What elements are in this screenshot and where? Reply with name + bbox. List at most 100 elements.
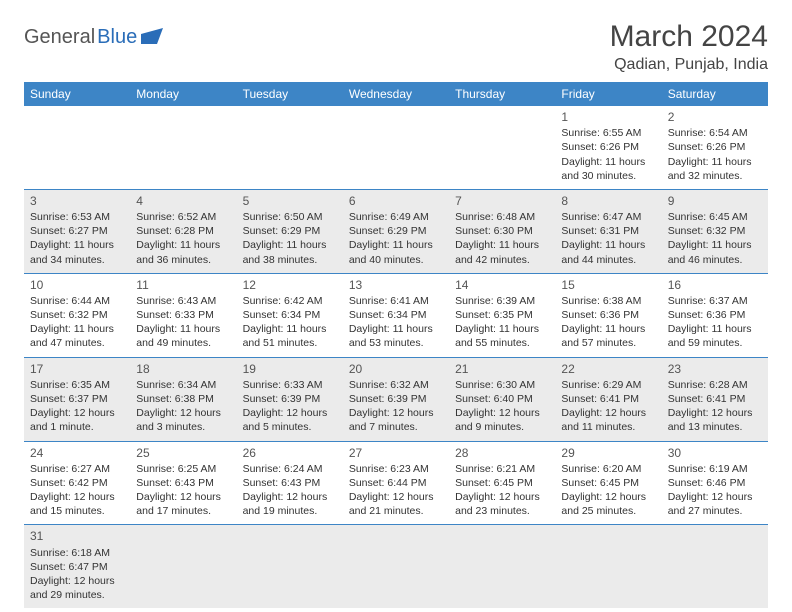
daylight-text: Daylight: 12 hours and 1 minute. bbox=[30, 406, 124, 434]
daylight-text: Daylight: 12 hours and 7 minutes. bbox=[349, 406, 443, 434]
calendar-row: 10Sunrise: 6:44 AMSunset: 6:32 PMDayligh… bbox=[24, 273, 768, 357]
day-cell: 15Sunrise: 6:38 AMSunset: 6:36 PMDayligh… bbox=[555, 273, 661, 357]
daylight-text: Daylight: 12 hours and 27 minutes. bbox=[668, 490, 762, 518]
sunrise-text: Sunrise: 6:37 AM bbox=[668, 294, 762, 308]
sunset-text: Sunset: 6:36 PM bbox=[561, 308, 655, 322]
day-number: 15 bbox=[561, 277, 655, 293]
day-cell: 12Sunrise: 6:42 AMSunset: 6:34 PMDayligh… bbox=[237, 273, 343, 357]
daylight-text: Daylight: 11 hours and 55 minutes. bbox=[455, 322, 549, 350]
day-number: 18 bbox=[136, 361, 230, 377]
day-number: 2 bbox=[668, 109, 762, 125]
day-number: 8 bbox=[561, 193, 655, 209]
sunset-text: Sunset: 6:44 PM bbox=[349, 476, 443, 490]
daylight-text: Daylight: 12 hours and 13 minutes. bbox=[668, 406, 762, 434]
sunset-text: Sunset: 6:33 PM bbox=[136, 308, 230, 322]
day-cell: 20Sunrise: 6:32 AMSunset: 6:39 PMDayligh… bbox=[343, 357, 449, 441]
sunrise-text: Sunrise: 6:42 AM bbox=[243, 294, 337, 308]
day-cell: 24Sunrise: 6:27 AMSunset: 6:42 PMDayligh… bbox=[24, 441, 130, 525]
daylight-text: Daylight: 11 hours and 44 minutes. bbox=[561, 238, 655, 266]
day-number: 17 bbox=[30, 361, 124, 377]
sunrise-text: Sunrise: 6:38 AM bbox=[561, 294, 655, 308]
sunrise-text: Sunrise: 6:41 AM bbox=[349, 294, 443, 308]
sunrise-text: Sunrise: 6:23 AM bbox=[349, 462, 443, 476]
day-cell: 14Sunrise: 6:39 AMSunset: 6:35 PMDayligh… bbox=[449, 273, 555, 357]
sunrise-text: Sunrise: 6:20 AM bbox=[561, 462, 655, 476]
calendar-row: 31Sunrise: 6:18 AMSunset: 6:47 PMDayligh… bbox=[24, 525, 768, 608]
sunset-text: Sunset: 6:43 PM bbox=[243, 476, 337, 490]
logo-text-blue: Blue bbox=[97, 26, 137, 49]
sunrise-text: Sunrise: 6:29 AM bbox=[561, 378, 655, 392]
day-number: 23 bbox=[668, 361, 762, 377]
sunrise-text: Sunrise: 6:48 AM bbox=[455, 210, 549, 224]
sunset-text: Sunset: 6:31 PM bbox=[561, 224, 655, 238]
day-number: 3 bbox=[30, 193, 124, 209]
sunset-text: Sunset: 6:26 PM bbox=[561, 140, 655, 154]
sunset-text: Sunset: 6:27 PM bbox=[30, 224, 124, 238]
weekday-header: Saturday bbox=[662, 82, 768, 106]
day-cell: 29Sunrise: 6:20 AMSunset: 6:45 PMDayligh… bbox=[555, 441, 661, 525]
sunrise-text: Sunrise: 6:50 AM bbox=[243, 210, 337, 224]
sunset-text: Sunset: 6:38 PM bbox=[136, 392, 230, 406]
sunset-text: Sunset: 6:36 PM bbox=[668, 308, 762, 322]
day-cell: 22Sunrise: 6:29 AMSunset: 6:41 PMDayligh… bbox=[555, 357, 661, 441]
day-number: 19 bbox=[243, 361, 337, 377]
day-cell: 27Sunrise: 6:23 AMSunset: 6:44 PMDayligh… bbox=[343, 441, 449, 525]
sunrise-text: Sunrise: 6:55 AM bbox=[561, 126, 655, 140]
daylight-text: Daylight: 12 hours and 23 minutes. bbox=[455, 490, 549, 518]
sunrise-text: Sunrise: 6:18 AM bbox=[30, 546, 124, 560]
day-number: 14 bbox=[455, 277, 549, 293]
day-number: 20 bbox=[349, 361, 443, 377]
daylight-text: Daylight: 11 hours and 32 minutes. bbox=[668, 155, 762, 183]
daylight-text: Daylight: 12 hours and 5 minutes. bbox=[243, 406, 337, 434]
empty-cell bbox=[130, 106, 236, 189]
day-number: 27 bbox=[349, 445, 443, 461]
sunrise-text: Sunrise: 6:44 AM bbox=[30, 294, 124, 308]
sunrise-text: Sunrise: 6:35 AM bbox=[30, 378, 124, 392]
daylight-text: Daylight: 11 hours and 51 minutes. bbox=[243, 322, 337, 350]
day-number: 4 bbox=[136, 193, 230, 209]
daylight-text: Daylight: 11 hours and 38 minutes. bbox=[243, 238, 337, 266]
sunset-text: Sunset: 6:45 PM bbox=[455, 476, 549, 490]
sunset-text: Sunset: 6:39 PM bbox=[349, 392, 443, 406]
day-cell: 2Sunrise: 6:54 AMSunset: 6:26 PMDaylight… bbox=[662, 106, 768, 189]
day-cell: 7Sunrise: 6:48 AMSunset: 6:30 PMDaylight… bbox=[449, 189, 555, 273]
sunrise-text: Sunrise: 6:27 AM bbox=[30, 462, 124, 476]
day-cell: 23Sunrise: 6:28 AMSunset: 6:41 PMDayligh… bbox=[662, 357, 768, 441]
sunrise-text: Sunrise: 6:24 AM bbox=[243, 462, 337, 476]
day-number: 28 bbox=[455, 445, 549, 461]
daylight-text: Daylight: 12 hours and 15 minutes. bbox=[30, 490, 124, 518]
daylight-text: Daylight: 11 hours and 42 minutes. bbox=[455, 238, 549, 266]
daylight-text: Daylight: 12 hours and 25 minutes. bbox=[561, 490, 655, 518]
sunset-text: Sunset: 6:32 PM bbox=[668, 224, 762, 238]
daylight-text: Daylight: 11 hours and 34 minutes. bbox=[30, 238, 124, 266]
day-cell: 3Sunrise: 6:53 AMSunset: 6:27 PMDaylight… bbox=[24, 189, 130, 273]
month-title: March 2024 bbox=[610, 20, 768, 54]
day-cell: 19Sunrise: 6:33 AMSunset: 6:39 PMDayligh… bbox=[237, 357, 343, 441]
sunset-text: Sunset: 6:34 PM bbox=[243, 308, 337, 322]
daylight-text: Daylight: 12 hours and 19 minutes. bbox=[243, 490, 337, 518]
sunset-text: Sunset: 6:43 PM bbox=[136, 476, 230, 490]
title-block: March 2024 Qadian, Punjab, India bbox=[610, 20, 768, 74]
day-number: 25 bbox=[136, 445, 230, 461]
sunrise-text: Sunrise: 6:33 AM bbox=[243, 378, 337, 392]
empty-cell bbox=[237, 106, 343, 189]
sunrise-text: Sunrise: 6:45 AM bbox=[668, 210, 762, 224]
day-number: 26 bbox=[243, 445, 337, 461]
daylight-text: Daylight: 11 hours and 59 minutes. bbox=[668, 322, 762, 350]
daylight-text: Daylight: 11 hours and 49 minutes. bbox=[136, 322, 230, 350]
sunset-text: Sunset: 6:41 PM bbox=[668, 392, 762, 406]
empty-cell bbox=[237, 525, 343, 608]
logo-flag-icon bbox=[141, 28, 163, 47]
empty-cell bbox=[343, 525, 449, 608]
day-number: 7 bbox=[455, 193, 549, 209]
day-number: 1 bbox=[561, 109, 655, 125]
sunrise-text: Sunrise: 6:39 AM bbox=[455, 294, 549, 308]
logo: GeneralBlue bbox=[24, 26, 163, 49]
calendar-body: 1Sunrise: 6:55 AMSunset: 6:26 PM Daylight… bbox=[24, 106, 768, 608]
sunset-text: Sunset: 6:40 PM bbox=[455, 392, 549, 406]
sunset-text: Sunset: 6:29 PM bbox=[349, 224, 443, 238]
sunrise-text: Sunrise: 6:28 AM bbox=[668, 378, 762, 392]
day-cell: 5Sunrise: 6:50 AMSunset: 6:29 PMDaylight… bbox=[237, 189, 343, 273]
empty-cell bbox=[555, 525, 661, 608]
day-cell: 13Sunrise: 6:41 AMSunset: 6:34 PMDayligh… bbox=[343, 273, 449, 357]
